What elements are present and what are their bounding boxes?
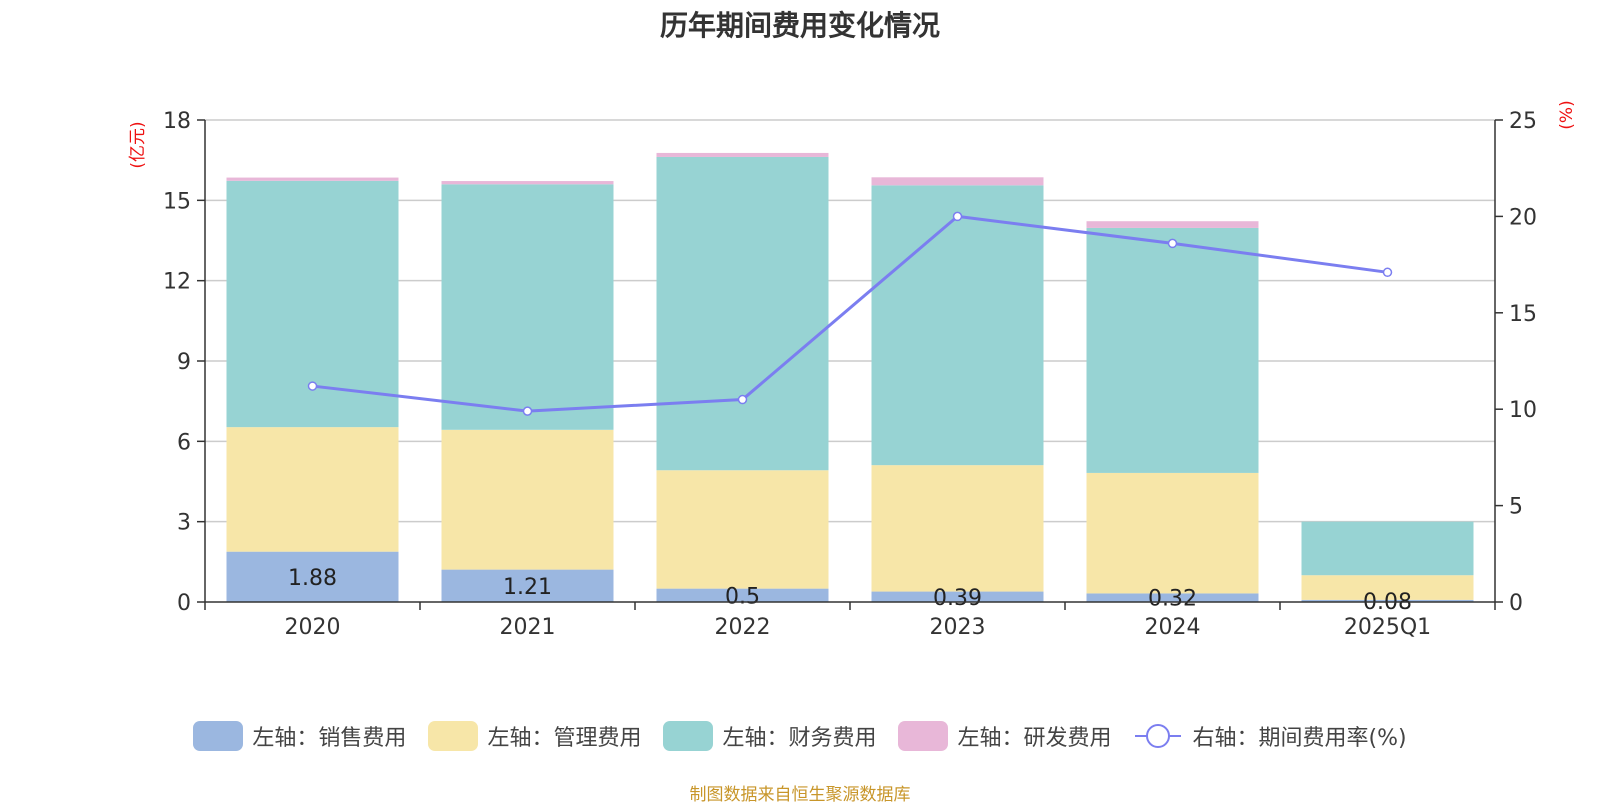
legend-label-admin: 左轴：管理费用 — [487, 726, 642, 751]
left-tick-label-5: 15 — [163, 189, 191, 214]
legend-item-finance[interactable]: 左轴：财务费用 — [663, 720, 876, 752]
rate-point-2022 — [737, 394, 748, 405]
right-tick-label-1: 5 — [1509, 495, 1523, 520]
left-tick-label-3: 9 — [177, 350, 191, 375]
bar-s0-2025Q1 — [1301, 599, 1474, 602]
legend-swatch-admin — [428, 721, 479, 751]
legend-item-rate[interactable]: 右轴：期间费用率(%) — [1133, 720, 1407, 752]
left-tick-label-1: 3 — [177, 511, 191, 536]
legend-swatch-sales — [193, 721, 244, 751]
rate-point-2024 — [1167, 238, 1178, 249]
left-tick-label-0: 0 — [177, 591, 191, 616]
x-tick-label-2025Q1: 2025Q1 — [1344, 615, 1431, 640]
bar-s0-2020 — [226, 551, 399, 602]
bar-s1-2021 — [441, 429, 614, 570]
legend-item-rnd[interactable]: 左轴：研发费用 — [898, 720, 1111, 752]
bar-s3-2022 — [656, 152, 829, 157]
bar-s0-2024 — [1086, 593, 1259, 602]
x-tick-label-2022: 2022 — [715, 615, 771, 640]
legend-swatch-rnd — [898, 721, 949, 751]
bar-s2-2025Q1 — [1301, 521, 1474, 576]
right-tick-label-3: 15 — [1509, 302, 1537, 327]
bar-s3-2021 — [441, 181, 614, 185]
left-axis-label: (亿元) — [128, 121, 148, 168]
rate-point-2023 — [952, 211, 963, 222]
bar-s1-2020 — [226, 427, 399, 552]
right-tick-label-2: 10 — [1509, 398, 1537, 423]
bar-s2-2024 — [1086, 227, 1259, 473]
bar-label-sales-2024: 0.32 — [1148, 587, 1197, 612]
legend-label-finance: 左轴：财务费用 — [722, 726, 877, 751]
bar-s3-2024 — [1086, 221, 1259, 228]
bar-s2-2022 — [656, 156, 829, 471]
x-tick-label-2024: 2024 — [1145, 615, 1201, 640]
legend-line-circle-icon — [1135, 724, 1182, 748]
bar-s3-2020 — [226, 177, 399, 181]
x-tick-label-2021: 2021 — [500, 615, 556, 640]
chart-title: 历年期间费用变化情况 — [659, 9, 940, 42]
left-tick-label-4: 12 — [163, 270, 191, 295]
bar-s1-2024 — [1086, 472, 1259, 594]
x-tick-label-2020: 2020 — [285, 615, 341, 640]
legend-item-sales[interactable]: 左轴：销售费用 — [193, 720, 406, 752]
bar-label-sales-2020: 1.88 — [288, 566, 337, 591]
left-tick-label-2: 6 — [177, 430, 191, 455]
x-tick-label-2023: 2023 — [930, 615, 986, 640]
bar-s1-2023 — [871, 465, 1044, 592]
bar-s0-2022 — [656, 588, 829, 602]
rate-line — [312, 214, 1388, 413]
rate-point-2025Q1 — [1382, 267, 1393, 278]
bar-label-sales-2021: 1.21 — [503, 575, 552, 600]
right-tick-label-4: 20 — [1509, 205, 1537, 230]
bar-label-sales-2023: 0.39 — [933, 586, 982, 611]
legend-swatch-finance — [663, 721, 714, 751]
rate-point-2021 — [522, 406, 533, 416]
left-tick-label-6: 18 — [163, 109, 191, 134]
legend-item-admin[interactable]: 左轴：管理费用 — [428, 720, 641, 752]
bar-s1-2022 — [656, 470, 829, 589]
right-tick-label-5: 25 — [1509, 109, 1537, 134]
bar-s2-2021 — [441, 184, 614, 430]
rate-point-2020 — [307, 381, 318, 391]
bar-s2-2023 — [871, 185, 1044, 466]
right-tick-label-0: 0 — [1509, 591, 1523, 616]
legend: 左轴：销售费用 左轴：管理费用 左轴：财务费用 左轴：研发费用 右轴：期间费用率… — [0, 720, 1600, 752]
legend-label-rnd: 左轴：研发费用 — [957, 726, 1112, 751]
legend-label-rate: 右轴：期间费用率(%) — [1192, 726, 1407, 751]
right-axis-label: (%) — [1557, 100, 1577, 129]
bar-s3-2023 — [871, 177, 1044, 186]
bar-s0-2023 — [871, 591, 1044, 602]
legend-label-sales: 左轴：销售费用 — [252, 726, 407, 751]
data-source-note: 制图数据来自恒生聚源数据库 — [689, 785, 911, 805]
bar-s1-2025Q1 — [1301, 575, 1474, 600]
bar-s0-2021 — [441, 569, 614, 602]
bar-label-sales-2022: 0.5 — [725, 584, 760, 609]
